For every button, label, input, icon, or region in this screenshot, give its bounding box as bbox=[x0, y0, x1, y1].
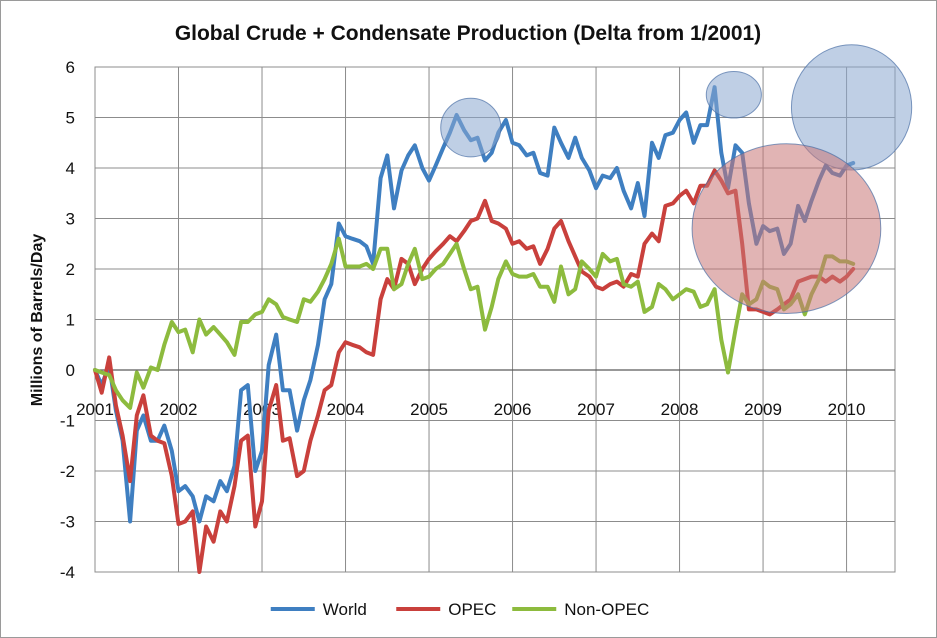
y-tick-label: 3 bbox=[66, 210, 75, 229]
x-tick-labels: 2001 2002 2003 2004 2005 2006 2007 2008 2009 2010 bbox=[76, 400, 865, 419]
y-axis-label: Millions of Barrels/Day bbox=[29, 234, 46, 407]
y-tick-label: 1 bbox=[66, 311, 75, 330]
y-tick-label: -1 bbox=[60, 412, 75, 431]
highlight-ellipse bbox=[705, 71, 762, 119]
x-tick-label: 2007 bbox=[577, 400, 615, 419]
chart-title: Global Crude + Condensate Production (De… bbox=[175, 22, 761, 45]
y-tick-label: 6 bbox=[66, 58, 75, 77]
x-tick-label: 2004 bbox=[327, 400, 365, 419]
legend: World OPEC Non-OPEC bbox=[270, 600, 649, 619]
y-tick-label: 2 bbox=[66, 260, 75, 279]
y-tick-label: -2 bbox=[60, 462, 75, 481]
y-tick-label: -3 bbox=[60, 513, 75, 532]
x-tick-label: 2006 bbox=[494, 400, 532, 419]
axes bbox=[94, 66, 896, 573]
x-tick-label: 2008 bbox=[661, 400, 699, 419]
y-tick-labels: -4 -3 -2 -1 0 1 2 3 4 5 6 bbox=[60, 58, 75, 582]
x-tick-label: 2002 bbox=[160, 400, 198, 419]
plot-border bbox=[94, 66, 896, 573]
y-tick-label: 0 bbox=[66, 361, 75, 380]
annotation-layer bbox=[440, 44, 913, 314]
legend-label-non-opec: Non-OPEC bbox=[564, 600, 649, 619]
x-tick-label: 2005 bbox=[410, 400, 448, 419]
y-tick-label: 4 bbox=[66, 159, 75, 178]
highlight-ellipse bbox=[691, 143, 882, 314]
series-line-non-opec bbox=[93, 236, 856, 410]
y-tick-label: -4 bbox=[60, 563, 75, 582]
highlight-ellipse bbox=[440, 97, 502, 158]
x-tick-label: 2009 bbox=[744, 400, 782, 419]
legend-label-world: World bbox=[323, 600, 367, 619]
x-tick-label: 2001 bbox=[76, 400, 114, 419]
y-tick-label: 5 bbox=[66, 109, 75, 128]
x-tick-label: 2010 bbox=[828, 400, 866, 419]
legend-label-opec: OPEC bbox=[448, 600, 496, 619]
